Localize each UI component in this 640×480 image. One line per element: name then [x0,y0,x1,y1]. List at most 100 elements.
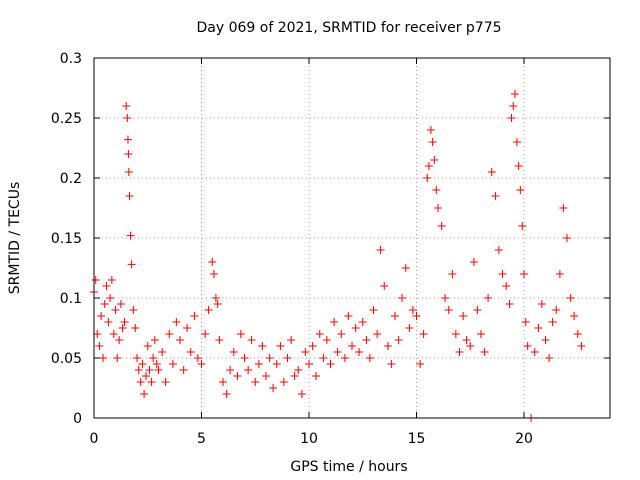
data-point [432,186,441,194]
data-point [502,282,511,290]
data-point [552,306,561,314]
data-point [424,162,433,170]
data-point [428,138,437,146]
data-point [129,306,138,314]
x-tick-label: 10 [300,431,318,447]
data-point [444,306,453,314]
data-point [577,342,586,350]
data-point [523,342,532,350]
data-point [131,324,140,332]
data-point [161,378,170,386]
data-point [154,366,163,374]
data-point [127,260,136,269]
data-point [301,348,310,356]
data-point [150,336,159,344]
data-point [123,114,132,122]
data-point [297,390,306,398]
data-point [344,312,353,320]
data-point [138,360,147,368]
data-point [559,204,568,212]
data-point [104,318,113,326]
y-tick-label: 0.15 [51,231,82,247]
data-point [319,354,328,362]
data-point [145,366,154,374]
data-point [142,372,151,380]
data-point [102,282,111,290]
data-point [134,366,143,374]
data-point [545,354,554,362]
data-point [462,336,471,344]
data-point [441,294,450,302]
data-point [149,354,158,362]
data-point [566,294,575,302]
data-point [373,330,382,338]
data-point [133,354,141,362]
data-point [505,300,514,308]
data-point [290,372,299,380]
data-point [369,306,378,314]
data-point [265,354,274,362]
data-point [251,378,260,386]
data-point [380,282,389,290]
data-point [226,366,235,374]
data-point [448,270,457,278]
data-point [99,354,108,362]
x-tick-label: 0 [90,431,99,447]
data-point [494,246,503,254]
data-point [294,366,303,374]
data-point [348,342,356,350]
data-point [563,234,571,242]
data-point [312,372,321,380]
data-point [477,330,485,338]
data-point [512,138,521,146]
data-point [333,348,342,356]
y-tick-label: 0.1 [60,291,82,307]
data-point [451,330,460,338]
data-point [507,114,516,122]
data-point [466,342,475,350]
chart-title: Day 069 of 2021, SRMTID for receiver p77… [196,20,501,36]
data-point [172,318,181,326]
data-point [190,312,199,320]
data-point [93,330,102,338]
data-point [394,336,403,344]
data-point [455,348,464,356]
data-point [516,186,525,194]
data-point [520,270,528,278]
data-point [208,258,217,266]
data-point [487,168,496,176]
data-point [213,300,222,308]
data-point [118,324,127,332]
data-point [434,204,442,212]
data-point [283,354,292,362]
data-point [573,330,582,338]
data-point [240,354,249,362]
data-point [124,150,133,158]
data-point [340,354,349,362]
data-point [419,330,428,338]
data-point [315,330,324,338]
data-point [469,258,478,266]
data-series [90,90,586,422]
data-point [398,294,407,302]
data-point [136,378,145,386]
data-point [165,330,174,338]
data-point [473,306,482,314]
data-point [179,366,188,374]
data-point [498,270,507,278]
data-point [510,90,519,98]
y-tick-label: 0.3 [60,51,82,67]
data-point [416,360,425,368]
data-point [521,318,530,326]
data-point [509,102,518,110]
y-tick-label: 0.25 [51,111,82,127]
data-point [326,360,335,368]
data-point [351,324,360,332]
data-point [193,354,202,362]
data-point [426,126,435,134]
data-point [143,342,152,350]
y-tick-label: 0.2 [60,171,82,187]
data-point [107,276,116,284]
data-point [176,336,184,344]
data-point [116,300,125,308]
